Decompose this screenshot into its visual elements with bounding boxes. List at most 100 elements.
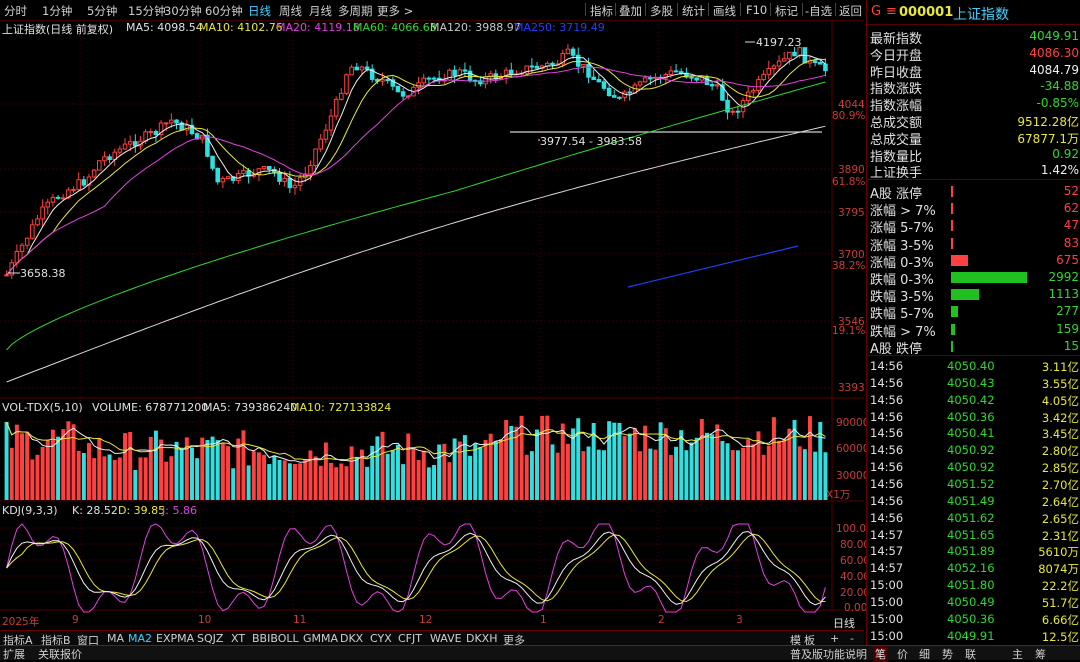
draw-line-button[interactable]: 画线 [713,4,736,18]
f10-button[interactable]: F10 [746,3,768,17]
tab-ma2[interactable]: MA2 [128,632,153,645]
tab-main[interactable]: 主 [1012,648,1023,661]
breadth-row: A股 跌停 15 [867,338,1080,357]
tick-price: 4050.36 [947,409,995,424]
tab-ma[interactable]: MA [107,632,125,645]
tab-dkx[interactable]: DKX [340,632,364,645]
overlay-button[interactable]: 叠加 [619,4,642,18]
tab-tick[interactable]: 笔 [873,646,888,662]
g-icon[interactable]: G [871,4,882,19]
volume-bar [741,447,745,500]
tab-link[interactable]: 联 [965,648,976,661]
period-tab-multi[interactable]: 多周期 [338,4,373,18]
period-tab-15min[interactable]: 15分钟 [128,4,166,18]
tab-more[interactable]: 更多 [503,634,525,647]
tick-price: 4051.62 [947,510,995,525]
volume-bar [787,428,792,500]
kdj-d-line [6,533,826,603]
quote-row: 指数涨幅 -0.85% [867,95,1080,114]
indicator-button[interactable]: 指标 [590,4,613,18]
related-quote-button[interactable]: 关联报价 [38,648,82,661]
breadth-row: 跌幅 0-3% 2992 [867,269,1080,288]
kdj-axis-label: 20.00 [840,587,871,599]
tab-detail[interactable]: 细 [919,648,930,661]
period-tab-30min[interactable]: 30分钟 [164,4,202,18]
candle-body [565,48,571,55]
kdj-j-line [6,523,826,613]
volume-bar [457,441,462,500]
candle-body [45,201,51,208]
help-link[interactable]: 普及版功能说明 [790,648,867,661]
volume-bar [318,465,323,500]
volume-bar [30,459,35,500]
volume-bar [674,446,679,500]
volume-bar [782,438,787,500]
tab-cfjt[interactable]: CFJT [398,632,422,645]
mark-button[interactable]: 标记 [775,4,798,18]
tab-gmma[interactable]: GMMA [303,632,339,645]
breadth-label: A股 涨停 [870,187,923,202]
tick-row: 14:57 4051.65 2.31亿 [867,528,1080,545]
template-button[interactable]: 模 [790,634,801,647]
zoom-in-button[interactable]: + [830,632,840,645]
high-price-label: 4197.23 [756,36,802,49]
tick-row: 14:57 4051.89 5610万 [867,544,1080,561]
tab-bbiboll[interactable]: BBIBOLL [252,632,299,645]
breadth-label: 涨幅 > 7% [870,204,936,220]
tab-expma[interactable]: EXPMA [156,632,195,645]
volume-bar [437,444,442,500]
template-button-2[interactable]: 板 [804,634,815,647]
period-tab-more[interactable]: 更多 > [377,4,414,18]
volume-bar [267,464,272,500]
volume-bar [730,450,735,500]
period-tab-60min[interactable]: 60分钟 [205,4,243,18]
candle-body [71,188,76,191]
quote-row: 指数量比 0.92 [867,146,1080,165]
tick-time: 14:56 [870,409,904,424]
tab-trend[interactable]: 势 [942,648,953,661]
tab-xt[interactable]: XT [231,632,246,645]
tab-wave[interactable]: WAVE [430,632,462,645]
volume-bar [339,463,344,500]
volume-bar [45,439,50,500]
x-axis-label: 11 [293,614,307,626]
tab-price[interactable]: 价 [897,648,908,661]
vol-ma5-line [6,421,826,463]
volume-bar [396,444,400,500]
breadth-value: 277 [1056,304,1079,319]
tab-dkxh[interactable]: DKXH [466,632,498,645]
volume-bar [596,449,601,500]
period-tab-day[interactable]: 日线 [248,4,271,18]
period-tab-fenshi[interactable]: 分时 [4,4,27,18]
multi-stock-button[interactable]: 多股 [650,4,673,18]
kdj-axis-label: 60.00 [840,555,871,567]
tab-chip[interactable]: 筹 [1035,648,1046,661]
period-tab-5min[interactable]: 5分钟 [87,4,118,18]
vol-unit-label: X1万 [826,489,851,501]
quote-value: 4086.30 [1029,45,1079,60]
period-tab-1min[interactable]: 1分钟 [42,4,73,18]
tick-price: 4051.65 [947,527,995,542]
menu-icon[interactable]: ≡ [886,4,897,19]
tab-sqjz[interactable]: SQJZ [197,632,224,645]
tab-window[interactable]: 窗口 [77,634,99,647]
expand-button[interactable]: 扩展 [3,648,25,661]
tick-price: 4050.42 [947,392,995,407]
tick-price: 4051.89 [947,544,995,559]
kline-chart-canvas[interactable] [0,20,864,630]
stats-button[interactable]: 统计 [682,4,705,18]
remove-watchlist-button[interactable]: -自选 [805,4,833,18]
candle-body [591,76,596,81]
period-tab-week[interactable]: 周线 [279,4,302,18]
period-tab-month[interactable]: 月线 [309,4,332,18]
volume-bar [262,454,267,500]
volume-bar [200,437,205,500]
tab-indicator-a[interactable]: 指标A [3,634,33,647]
quote-value: -0.85% [1036,96,1079,111]
legend-ma20: MA20: 4119.18 [276,21,360,34]
kline-chart-area[interactable]: 上证指数(日线 前复权) MA5: 4098.54 MA10: 4102.76 … [0,20,873,630]
tab-indicator-b[interactable]: 指标B [41,634,71,647]
tab-cyx[interactable]: CYX [370,632,392,645]
zoom-out-button[interactable]: - [850,632,854,645]
back-button[interactable]: 返回 [839,4,862,18]
